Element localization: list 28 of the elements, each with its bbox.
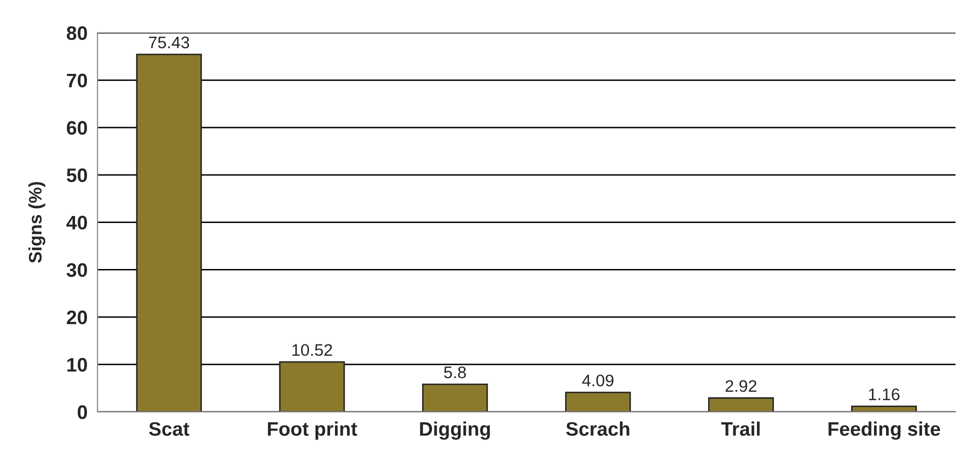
y-tick-label: 20 — [66, 310, 87, 324]
x-tick-label: Trail — [721, 422, 760, 436]
x-tick-label: Feeding site — [828, 422, 940, 440]
bar — [279, 361, 345, 412]
x-tick-label: Scat — [149, 422, 190, 436]
y-tick-label: 70 — [66, 74, 87, 88]
data-label: 5.8 — [444, 366, 466, 378]
data-label: 75.43 — [149, 36, 190, 48]
bar — [708, 397, 774, 412]
y-tick-label: 40 — [66, 216, 87, 230]
data-label: 2.92 — [726, 380, 756, 392]
x-tick-label: Digging — [420, 422, 490, 440]
bar — [851, 406, 917, 412]
data-label: 4.09 — [582, 374, 614, 386]
data-label: 1.16 — [869, 388, 900, 400]
y-tick-label: 0 — [78, 405, 87, 420]
y-tick-label: 50 — [66, 168, 87, 182]
bar — [565, 392, 631, 412]
x-tick-label: Scrach — [566, 422, 630, 436]
bar — [422, 384, 488, 412]
y-axis-title: Signs (%) — [28, 182, 46, 263]
y-tick-label: 30 — [66, 263, 87, 277]
y-tick-label: 80 — [66, 26, 87, 40]
data-label: 10.52 — [292, 344, 332, 356]
y-tick-label: 60 — [66, 121, 87, 135]
x-tick-label: Foot print — [268, 422, 358, 440]
y-tick-label: 10 — [67, 358, 87, 372]
bar — [136, 54, 202, 412]
